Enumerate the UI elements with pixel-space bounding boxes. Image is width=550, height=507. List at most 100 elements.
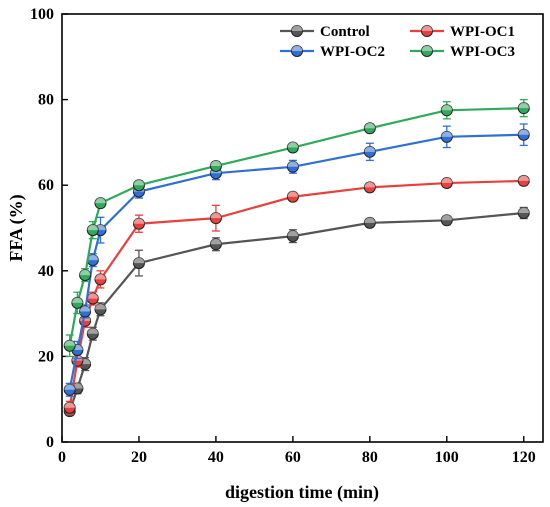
y-tick-label: 0 — [46, 434, 54, 451]
legend-entry: Control — [280, 24, 370, 40]
x-tick-label: 120 — [512, 449, 536, 466]
series-wpi-oc1 — [63, 174, 530, 415]
data-point-highlight — [79, 269, 91, 276]
y-tick-label: 40 — [38, 263, 54, 280]
y-tick-label: 20 — [38, 348, 54, 365]
x-tick-label: 60 — [285, 449, 301, 466]
data-point — [440, 177, 453, 190]
data-point-highlight — [441, 214, 453, 221]
data-point-highlight — [287, 161, 299, 167]
series-control — [63, 206, 530, 418]
data-point — [132, 217, 145, 230]
legend-marker — [291, 25, 303, 37]
data-point-highlight — [94, 303, 106, 310]
data-point-highlight — [94, 273, 106, 280]
data-point-highlight — [518, 175, 530, 181]
tick-group: 0 20 40 60 80 100 120 0 20 40 60 80 100 — [30, 6, 536, 466]
series-wpi-oc2 — [63, 123, 530, 397]
x-tick-label: 40 — [208, 449, 224, 466]
plot-frame — [61, 13, 544, 443]
data-point — [286, 190, 299, 203]
series-group — [63, 98, 530, 418]
legend-marker-highlight — [421, 45, 433, 51]
data-point — [363, 145, 376, 158]
data-point-highlight — [87, 224, 99, 231]
data-point-highlight — [64, 402, 76, 408]
data-point — [517, 174, 530, 187]
data-point — [363, 122, 376, 135]
x-tick-label: 0 — [58, 449, 66, 466]
data-point — [94, 197, 107, 210]
data-point — [517, 207, 530, 220]
data-point — [363, 181, 376, 194]
data-point-highlight — [133, 179, 145, 186]
data-point — [209, 159, 222, 172]
y-tick-label: 80 — [38, 92, 54, 109]
data-point-highlight — [71, 297, 83, 303]
data-point — [286, 141, 299, 154]
data-point — [286, 230, 299, 243]
data-point-highlight — [87, 328, 99, 334]
data-point — [94, 273, 107, 286]
data-point-highlight — [364, 122, 376, 129]
data-point-highlight — [133, 257, 145, 264]
data-point — [63, 383, 76, 396]
legend-marker-highlight — [291, 25, 303, 31]
legend-marker — [291, 45, 303, 57]
data-point — [286, 160, 299, 173]
data-point — [440, 130, 453, 143]
data-point — [63, 339, 76, 352]
data-point-highlight — [210, 238, 222, 245]
data-point-highlight — [64, 340, 76, 346]
data-point-highlight — [87, 254, 99, 261]
data-point-highlight — [79, 305, 91, 312]
y-tick-label: 60 — [38, 177, 54, 194]
legend: Control WPI-OC1 WPI-OC2 WPI-OC3 — [280, 24, 515, 60]
axes — [61, 13, 544, 443]
data-point-highlight — [518, 129, 530, 135]
x-axis-title: digestion time (min) — [225, 482, 379, 503]
data-point-highlight — [87, 293, 99, 299]
data-point — [71, 296, 84, 309]
legend-entry: WPI-OC3 — [410, 44, 515, 60]
data-point — [94, 303, 107, 316]
series-wpi-oc3 — [63, 98, 530, 358]
data-point — [79, 305, 92, 318]
data-point — [440, 104, 453, 117]
legend-label: WPI-OC1 — [450, 24, 515, 40]
data-point-highlight — [441, 131, 453, 137]
data-point — [132, 257, 145, 270]
data-point — [86, 224, 99, 237]
data-point — [440, 214, 453, 227]
data-point — [79, 269, 92, 282]
data-point-highlight — [518, 207, 530, 214]
x-tick-label: 100 — [435, 449, 459, 466]
y-axis-title: FFA (%) — [6, 194, 27, 261]
legend-marker-highlight — [291, 45, 303, 51]
data-point — [86, 327, 99, 340]
data-point — [209, 238, 222, 251]
data-point-highlight — [287, 191, 299, 197]
data-point-highlight — [210, 212, 222, 219]
legend-label: WPI-OC2 — [320, 44, 385, 60]
data-point-highlight — [441, 177, 453, 184]
data-point — [517, 128, 530, 141]
data-point-highlight — [441, 104, 453, 111]
data-point-highlight — [287, 230, 299, 237]
legend-marker — [421, 25, 433, 37]
x-tick-label: 20 — [131, 449, 147, 466]
data-point — [132, 179, 145, 192]
data-point-highlight — [364, 146, 376, 152]
data-point — [517, 102, 530, 115]
y-tick-label: 100 — [30, 6, 54, 23]
data-point-highlight — [133, 218, 145, 224]
data-point — [209, 212, 222, 225]
legend-entry: WPI-OC2 — [280, 44, 385, 60]
data-point-highlight — [64, 384, 76, 390]
data-point — [363, 216, 376, 229]
data-point-highlight — [210, 160, 222, 166]
data-point-highlight — [518, 102, 530, 109]
data-point-highlight — [287, 142, 299, 148]
legend-marker — [421, 45, 433, 57]
